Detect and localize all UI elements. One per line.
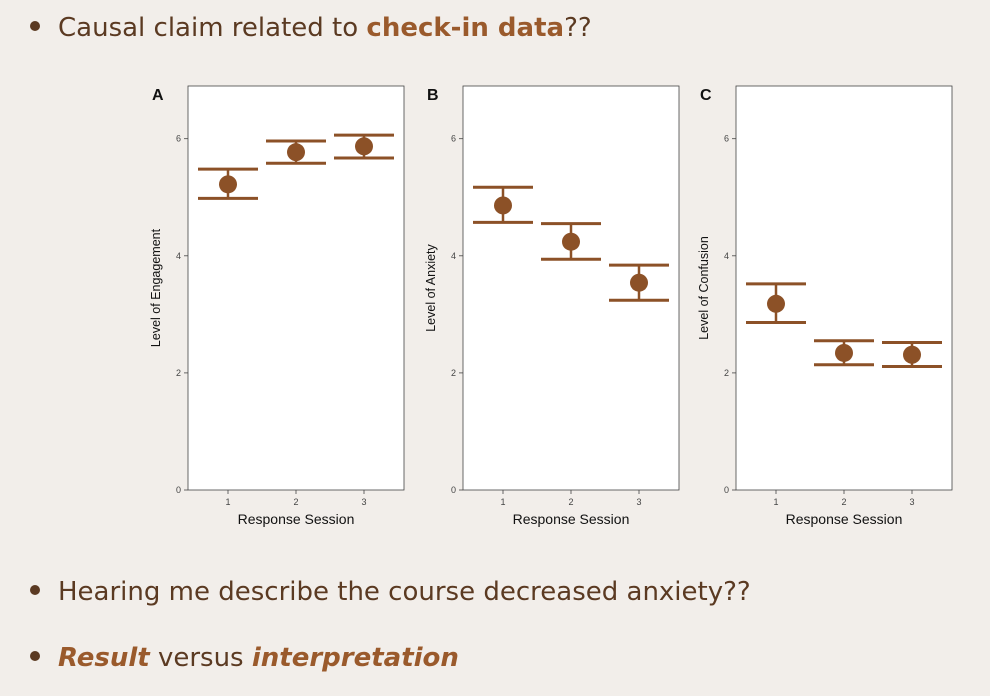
x-tick-label: 1 [225,497,230,507]
y-tick-label: 0 [176,485,181,495]
panel-c: C 0 2 4 6 Level of Confusion 1 2 3 Response Sessi… [697,85,953,527]
bullet-text: Hearing me describe the course decreased… [58,577,751,607]
x-axis-label: Response Session [238,511,355,527]
mean-point [219,175,237,194]
bullet-text-result: Result [58,643,150,673]
bullet-anxiety-claim: Hearing me describe the course decreased… [30,576,751,608]
bullet-causal-claim: Causal claim related to check-in data?? [30,12,592,44]
x-tick-label: 3 [361,497,366,507]
bullet-dot [30,584,40,595]
mean-point [903,345,921,364]
mean-point [355,137,373,156]
bullet-dot [30,20,40,31]
bullet-text-post: ?? [564,13,592,43]
y-tick-label: 6 [451,134,456,144]
mean-point [562,232,580,251]
y-axis-label: Level of Anxiety [424,243,438,331]
y-tick-label: 2 [724,368,729,378]
x-tick-label: 3 [909,497,914,507]
y-tick-label: 4 [451,251,456,261]
x-axis-label: Response Session [786,511,903,527]
y-tick-label: 2 [176,368,181,378]
y-tick-label: 0 [451,485,456,495]
x-tick-label: 2 [841,497,846,507]
y-tick-label: 2 [451,368,456,378]
y-axis-label: Level of Confusion [697,236,711,340]
y-tick-label: 6 [176,134,181,144]
plot-area [735,85,953,491]
x-axis-label: Response Session [513,511,630,527]
mean-point [630,273,648,292]
y-tick-label: 6 [724,134,729,144]
bullet-text-interpretation: interpretation [251,643,459,673]
panel-a: A 0 2 4 6 Level of Engagement 1 2 3 Response Sess… [149,85,405,527]
panel-label: B [427,87,439,104]
bullet-text-emphasis: check-in data [366,13,565,43]
y-tick-label: 4 [724,251,729,261]
mean-point [767,294,785,313]
x-tick-label: 3 [636,497,641,507]
bullet-dot [30,650,40,661]
plot-area [462,85,680,491]
x-tick-label: 2 [568,497,573,507]
mean-point [287,143,305,162]
y-tick-label: 0 [724,485,729,495]
y-axis-label: Level of Engagement [149,228,163,347]
panel-b: B 0 2 4 6 Level of Anxiety 1 2 3 Response Session [424,85,680,527]
x-tick-label: 1 [500,497,505,507]
mean-point [494,196,512,215]
x-tick-label: 1 [773,497,778,507]
error-bar-figure: A 0 2 4 6 Level of Engagement 1 2 3 Response Sess… [149,85,953,527]
bullet-text-versus: versus [149,643,252,673]
bullet-result-vs-interpretation: Result versus interpretation [30,642,459,674]
bullet-text-pre: Causal claim related to [58,13,367,43]
panel-label: A [152,87,164,104]
x-tick-label: 2 [293,497,298,507]
mean-point [835,343,853,362]
y-tick-label: 4 [176,251,181,261]
panel-label: C [700,87,712,104]
